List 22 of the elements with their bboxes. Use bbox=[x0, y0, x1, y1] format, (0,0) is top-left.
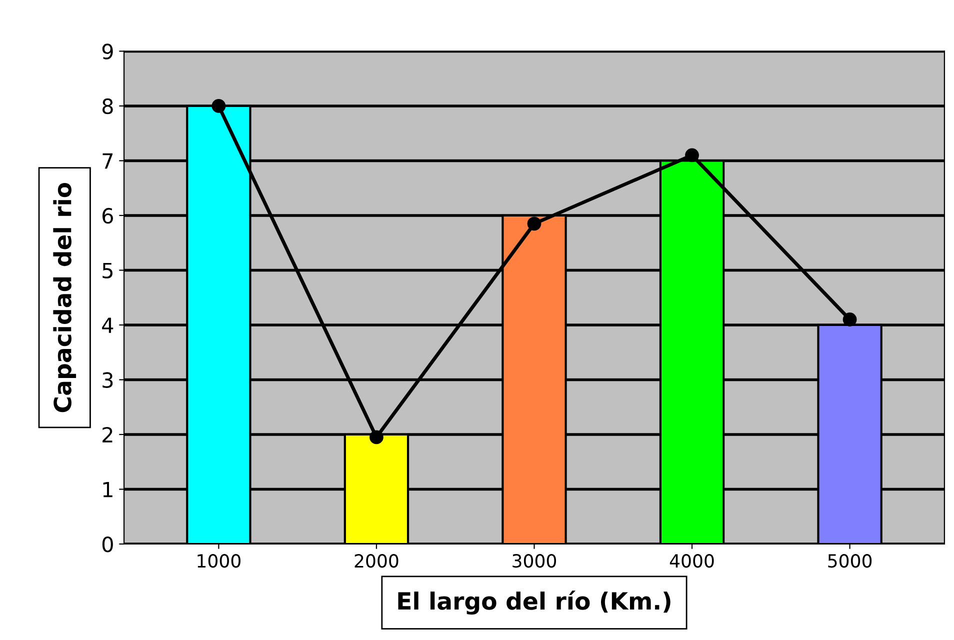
y-tick-label: 8 bbox=[102, 98, 113, 114]
y-axis-title: Capacidad del rio bbox=[53, 182, 76, 412]
y-tick-label: 0 bbox=[102, 536, 113, 552]
y-tick-label: 7 bbox=[102, 153, 113, 169]
y-tick-label: 3 bbox=[102, 372, 113, 388]
point bbox=[842, 312, 857, 326]
point bbox=[527, 216, 542, 231]
point bbox=[685, 148, 699, 162]
x-tick-label: 5000 bbox=[828, 554, 872, 568]
x-tick-label: 3000 bbox=[512, 554, 556, 568]
x-tick-label: 2000 bbox=[354, 554, 398, 568]
y-tick-label: 9 bbox=[102, 44, 113, 60]
x-tick-label: 1000 bbox=[198, 554, 240, 568]
y-tick-label: 2 bbox=[102, 426, 112, 442]
y-tick-label: 6 bbox=[102, 208, 113, 224]
point bbox=[370, 430, 384, 444]
y-tick-label: 1 bbox=[103, 482, 112, 498]
x-tick-label: 4000 bbox=[670, 554, 714, 568]
y-tick-label: 5 bbox=[102, 262, 112, 278]
x-axis-title: El largo del río (Km.) bbox=[398, 590, 670, 615]
point bbox=[212, 99, 226, 113]
y-tick-label: 4 bbox=[102, 318, 114, 333]
